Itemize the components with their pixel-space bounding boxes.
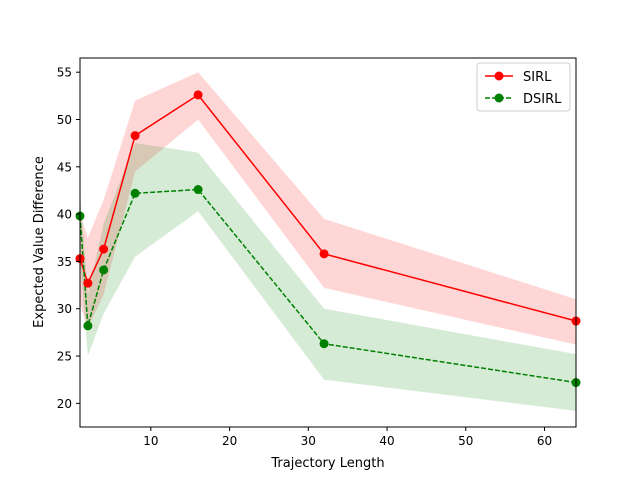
sirl-point	[83, 278, 93, 288]
y-tick-label: 40	[57, 208, 72, 222]
dsirl-point	[130, 188, 140, 198]
sirl-confidence-band	[80, 72, 576, 345]
legend-sirl-marker	[494, 71, 504, 81]
y-axis-label: Expected Value Difference	[32, 156, 47, 328]
dsirl-point	[83, 321, 93, 331]
sirl-point	[99, 244, 109, 254]
y-tick-label: 45	[57, 160, 72, 174]
legend-dsirl-marker	[494, 93, 504, 103]
dsirl-confidence-band	[80, 143, 576, 411]
y-tick-label: 30	[57, 302, 72, 316]
y-tick-label: 50	[57, 113, 72, 127]
x-tick-label: 50	[458, 434, 473, 448]
dsirl-point	[193, 185, 203, 195]
sirl-point	[193, 90, 203, 100]
x-tick-label: 60	[537, 434, 552, 448]
legend-sirl-label: SIRL	[523, 70, 552, 85]
sirl-point	[130, 131, 140, 141]
plot-frame	[79, 57, 577, 428]
x-axis-label: Trajectory Length	[270, 456, 384, 471]
sirl-point	[319, 249, 329, 259]
confidence-bands	[80, 72, 576, 411]
legend-dsirl-label: DSIRL	[523, 92, 562, 107]
x-axis-ticks: 10 20 30 40 50 60	[143, 427, 552, 448]
legend: SIRL DSIRL	[476, 62, 571, 112]
x-tick-label: 20	[222, 434, 237, 448]
y-tick-label: 35	[57, 255, 72, 269]
y-tick-label: 25	[57, 350, 72, 364]
x-tick-label: 30	[301, 434, 316, 448]
x-tick-label: 10	[143, 434, 158, 448]
dsirl-point	[319, 339, 329, 349]
x-tick-label: 40	[379, 434, 394, 448]
y-tick-label: 20	[57, 397, 72, 411]
y-axis-ticks: 20 25 30 35 40 45 50 55	[57, 66, 80, 411]
y-tick-label: 55	[57, 66, 72, 80]
dsirl-point	[99, 265, 109, 275]
